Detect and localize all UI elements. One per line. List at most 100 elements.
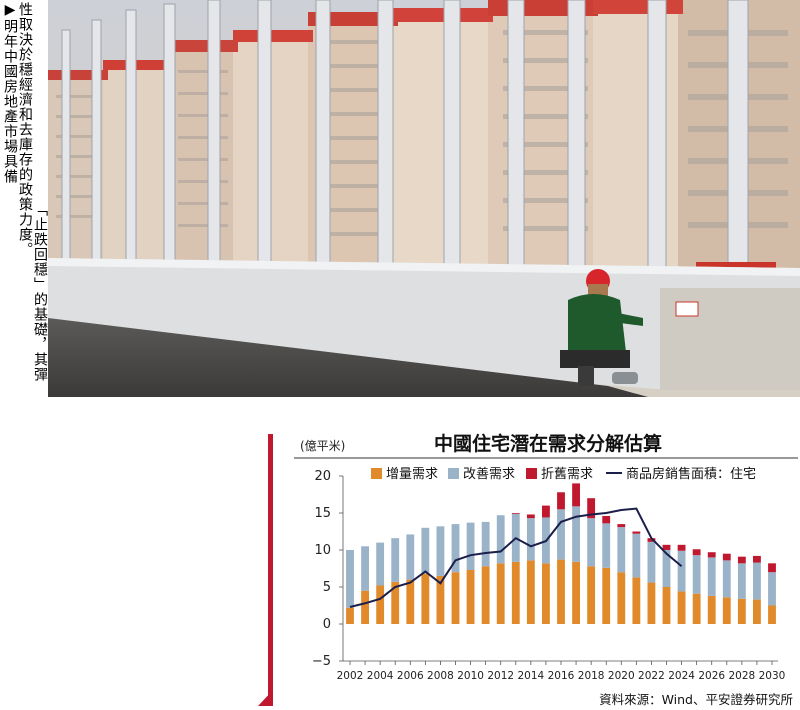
x-tick-label: 2020 [608,670,635,682]
news-photo [48,0,800,397]
bar-demolition [662,544,671,550]
bar-improvement [753,562,761,600]
x-tick-label: 2026 [698,670,725,682]
bar-increment [481,566,490,624]
bar-increment [707,595,716,624]
x-tick-label: 2016 [548,670,575,682]
bar-demolition [753,555,761,563]
caption-line-1: ▶明年中國房地產市場具備 [2,2,18,184]
legend-label-sales-line: 商品房銷售面積：住宅 [626,466,756,482]
worker-figure [560,269,643,386]
bar-demolition [768,563,776,573]
bar-increment [511,561,520,624]
chart-title: 中國住宅潛在需求分解估算 [434,432,662,455]
bar-increment [587,566,596,624]
x-tick-label: 2028 [728,670,755,682]
bar-improvement [376,542,385,586]
bar-demolition [677,544,686,551]
bar-demolition [557,492,565,510]
bar-demolition [722,553,731,561]
bar-demolition [587,498,596,519]
bar-improvement [557,509,565,560]
bar-improvement [406,534,415,580]
y-tick-label: 0 [323,617,331,632]
legend-swatch-demolition [526,468,537,479]
bar-improvement [737,563,746,599]
bar-improvement [587,518,596,567]
bar-demolition [526,514,535,519]
bar-demolition [707,552,716,558]
bar-increment [647,582,656,624]
x-tick-label: 2012 [487,670,514,682]
bar-improvement [692,555,701,594]
bar-demolition [632,531,641,534]
bar-increment [662,587,671,624]
y-axis-ticks: −5 0 5 10 15 20 [312,469,343,669]
x-tick-label: 2018 [578,670,605,682]
caption-line-2: 性取決於穩經濟和去庫存的政策力度。 [17,2,33,257]
bar-increment [722,597,731,624]
bar-increment [572,561,580,624]
bar-improvement [572,506,580,562]
chart-canvas: (億平米) 中國住宅潛在需求分解估算 增量需求 改善需求 折舊需求 商品房銷售面… [258,432,798,707]
bar-increment [692,593,701,624]
legend-swatch-increment [371,468,382,479]
legend-label-improvement: 改善需求 [463,466,515,482]
bar-increment [768,605,776,624]
bar-increment [436,575,445,624]
bar-improvement [526,518,535,561]
bar-improvement [722,560,731,598]
bar-increment [737,598,746,624]
chart-legend: 增量需求 改善需求 折舊需求 商品房銷售面積：住宅 [371,466,756,482]
bar-demolition [511,513,520,514]
x-tick-label: 2010 [457,670,484,682]
bar-improvement [436,526,445,576]
bar-demolition [692,549,701,556]
source-note: 資料來源：Wind、平安證券研究所 [599,692,793,707]
x-tick-label: 2002 [337,670,364,682]
housing-demand-chart: (億平米) 中國住宅潛在需求分解估算 增量需求 改善需求 折舊需求 商品房銷售面… [258,428,800,710]
bar-increment [602,567,611,624]
bar-improvement [361,546,369,591]
caption-line-3: 「止跌回穩」的基礎，其彈 [32,202,48,382]
bar-increment [376,585,385,624]
x-tick-label: 2006 [397,670,424,682]
bar-improvement [617,527,626,573]
bar-increment [421,573,430,624]
legend-swatch-improvement [448,468,459,479]
bar-demolition [602,515,611,524]
x-tick-label: 2014 [517,670,544,682]
bar-demolition [572,483,580,507]
y-tick-label: 5 [323,580,331,595]
bar-improvement [496,515,505,564]
legend-label-increment: 增量需求 [386,467,438,482]
x-tick-label: 2030 [759,670,786,682]
accent-foot [258,690,273,706]
bar-increment [526,560,535,624]
bar-improvement [707,557,716,596]
bar-increment [753,599,761,624]
bar-improvement [421,527,430,574]
bar-increment [466,569,475,624]
bar-improvement [768,572,776,606]
bar-improvement [647,541,656,583]
bar-increment [557,559,565,624]
legend-label-demolition: 折舊需求 [541,467,593,482]
bar-improvement [481,521,490,567]
road [48,318,648,397]
bar-improvement [602,523,611,568]
bar-increment [632,577,641,624]
line-series [349,507,683,608]
unit-label: (億平米) [300,439,345,453]
x-tick-label: 2022 [638,670,665,682]
bar-increment [406,579,415,624]
x-tick-label: 2008 [427,670,454,682]
bar-series [346,483,776,624]
accent-bar [268,434,273,706]
x-tick-label: 2004 [367,670,394,682]
bar-increment [451,572,460,624]
bar-demolition [647,538,656,542]
construction-worker-bridge-photo [48,0,800,397]
bar-demolition [542,505,550,518]
bar-increment [677,591,686,624]
